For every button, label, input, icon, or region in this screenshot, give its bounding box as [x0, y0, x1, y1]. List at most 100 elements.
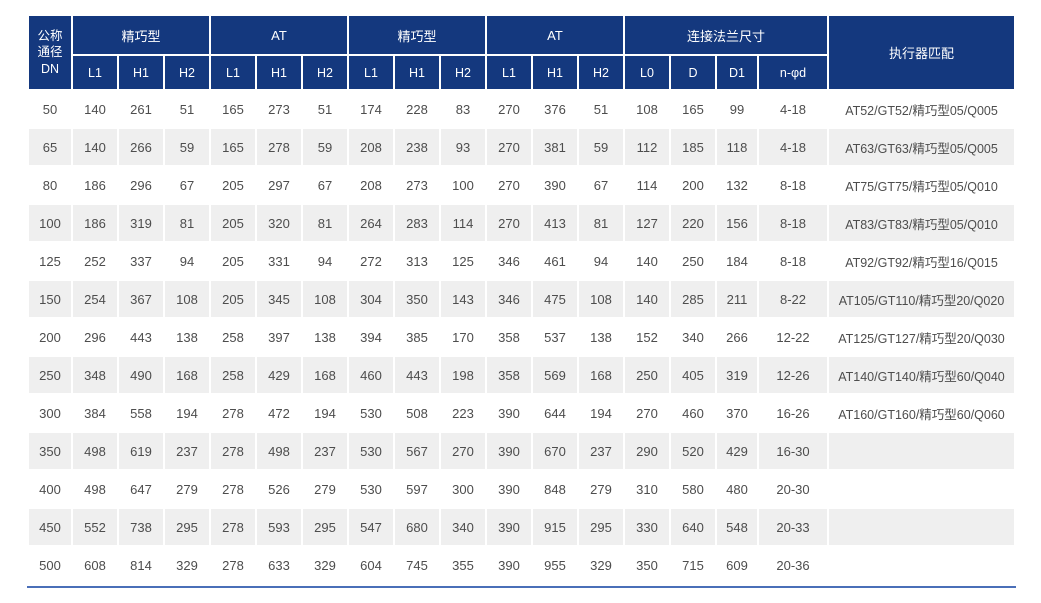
dimension-cell: 304: [349, 281, 393, 317]
dimension-cell: 112: [625, 129, 669, 165]
dimension-cell: 140: [73, 91, 117, 127]
dimension-cell: 264: [349, 205, 393, 241]
dimension-cell: 390: [487, 433, 531, 469]
dimension-cell: 273: [257, 91, 301, 127]
dimension-cell: 67: [303, 167, 347, 203]
dimension-cell: 51: [579, 91, 623, 127]
dimension-cell: 537: [533, 319, 577, 355]
actuator-match-cell: [829, 509, 1014, 545]
dimension-cell: 8-18: [759, 205, 827, 241]
dimension-cell: 4-18: [759, 91, 827, 127]
dimension-cell: 168: [579, 357, 623, 393]
dimension-cell: 8-22: [759, 281, 827, 317]
dn-cell: 500: [29, 547, 71, 583]
table-row: 400 498 647 279 278 526 279 530 597 300 390 848 279 3…: [29, 471, 1014, 507]
dimension-cell: 285: [671, 281, 715, 317]
dimension-cell: 310: [625, 471, 669, 507]
dimension-cell: 12-22: [759, 319, 827, 355]
dimension-cell: 278: [211, 547, 255, 583]
dimension-cell: 290: [625, 433, 669, 469]
dimension-cell: 460: [671, 395, 715, 431]
table-body: 50 140 261 51 165 273 51 174 228 83 270 376 51 108 165…: [29, 91, 1014, 583]
dimension-cell: 81: [579, 205, 623, 241]
dimension-cell: 108: [303, 281, 347, 317]
actuator-match-cell: [829, 547, 1014, 583]
dimension-cell: 59: [165, 129, 209, 165]
group-header-compact-2: 精巧型: [349, 16, 485, 54]
column-header: H2: [441, 56, 485, 89]
dimension-cell: 94: [165, 243, 209, 279]
column-header: D: [671, 56, 715, 89]
table-row: 300 384 558 194 278 472 194 530 508 223 390 644 194 2…: [29, 395, 1014, 431]
dimension-cell: 644: [533, 395, 577, 431]
dimension-cell: 99: [717, 91, 757, 127]
table-header: 公称 通径 DN 精巧型 AT 精巧型 AT 连接法兰尺寸 执行器匹配 L1 H1…: [29, 16, 1014, 89]
dimension-cell: 350: [625, 547, 669, 583]
table-row: 50 140 261 51 165 273 51 174 228 83 270 376 51 108 165…: [29, 91, 1014, 127]
dimension-cell: 530: [349, 395, 393, 431]
dn-cell: 400: [29, 471, 71, 507]
dimension-cell: 186: [73, 167, 117, 203]
dimension-cell: 640: [671, 509, 715, 545]
column-header: H2: [165, 56, 209, 89]
dimension-cell: 390: [533, 167, 577, 203]
dimension-cell: 619: [119, 433, 163, 469]
dimension-cell: 270: [487, 167, 531, 203]
dimension-cell: 205: [211, 205, 255, 241]
dimension-cell: 108: [625, 91, 669, 127]
table-row: 350 498 619 237 278 498 237 530 567 270 390 670 237 2…: [29, 433, 1014, 469]
dimension-cell: 93: [441, 129, 485, 165]
dn-cell: 80: [29, 167, 71, 203]
dimension-cell: 59: [579, 129, 623, 165]
dimension-cell: 330: [625, 509, 669, 545]
dimension-cell: 295: [579, 509, 623, 545]
dimension-cell: 384: [73, 395, 117, 431]
dimension-cell: 168: [165, 357, 209, 393]
dimension-cell: 381: [533, 129, 577, 165]
dimension-cell: 59: [303, 129, 347, 165]
dimension-cell: 498: [73, 433, 117, 469]
dimension-cell: 955: [533, 547, 577, 583]
dimension-cell: 94: [579, 243, 623, 279]
dimension-cell: 16-26: [759, 395, 827, 431]
column-header: L1: [349, 56, 393, 89]
dimension-cell: 258: [211, 319, 255, 355]
dimension-cell: 358: [487, 319, 531, 355]
dimension-cell: 350: [395, 281, 439, 317]
dimension-cell: 108: [579, 281, 623, 317]
dimension-cell: 198: [441, 357, 485, 393]
dimension-cell: 140: [625, 243, 669, 279]
column-header: H1: [257, 56, 301, 89]
dimension-cell: 337: [119, 243, 163, 279]
dimension-cell: 346: [487, 281, 531, 317]
dimension-cell: 273: [395, 167, 439, 203]
dimension-cell: 278: [211, 471, 255, 507]
dimension-cell: 272: [349, 243, 393, 279]
dimension-cell: 593: [257, 509, 301, 545]
dimension-cell: 168: [303, 357, 347, 393]
table-row: 125 252 337 94 205 331 94 272 313 125 346 461 94 140 2…: [29, 243, 1014, 279]
dimension-cell: 114: [625, 167, 669, 203]
dimension-cell: 609: [717, 547, 757, 583]
dn-cell: 450: [29, 509, 71, 545]
dimension-cell: 132: [717, 167, 757, 203]
actuator-match-cell: AT105/GT110/精巧型20/Q020: [829, 281, 1014, 317]
dimension-cell: 237: [303, 433, 347, 469]
group-header-flange-size: 连接法兰尺寸: [625, 16, 827, 54]
dimension-cell: 118: [717, 129, 757, 165]
dimension-cell: 670: [533, 433, 577, 469]
dimension-cell: 81: [165, 205, 209, 241]
dimension-cell: 390: [487, 509, 531, 545]
dimension-cell: 266: [717, 319, 757, 355]
dimension-cell: 367: [119, 281, 163, 317]
dn-cell: 150: [29, 281, 71, 317]
dimension-cell: 4-18: [759, 129, 827, 165]
dimension-cell: 278: [257, 129, 301, 165]
dimension-cell: 165: [671, 91, 715, 127]
dimension-cell: 460: [349, 357, 393, 393]
dimension-cell: 390: [487, 395, 531, 431]
table-row: 250 348 490 168 258 429 168 460 443 198 358 569 168 2…: [29, 357, 1014, 393]
dimension-cell: 569: [533, 357, 577, 393]
dimension-cell: 567: [395, 433, 439, 469]
